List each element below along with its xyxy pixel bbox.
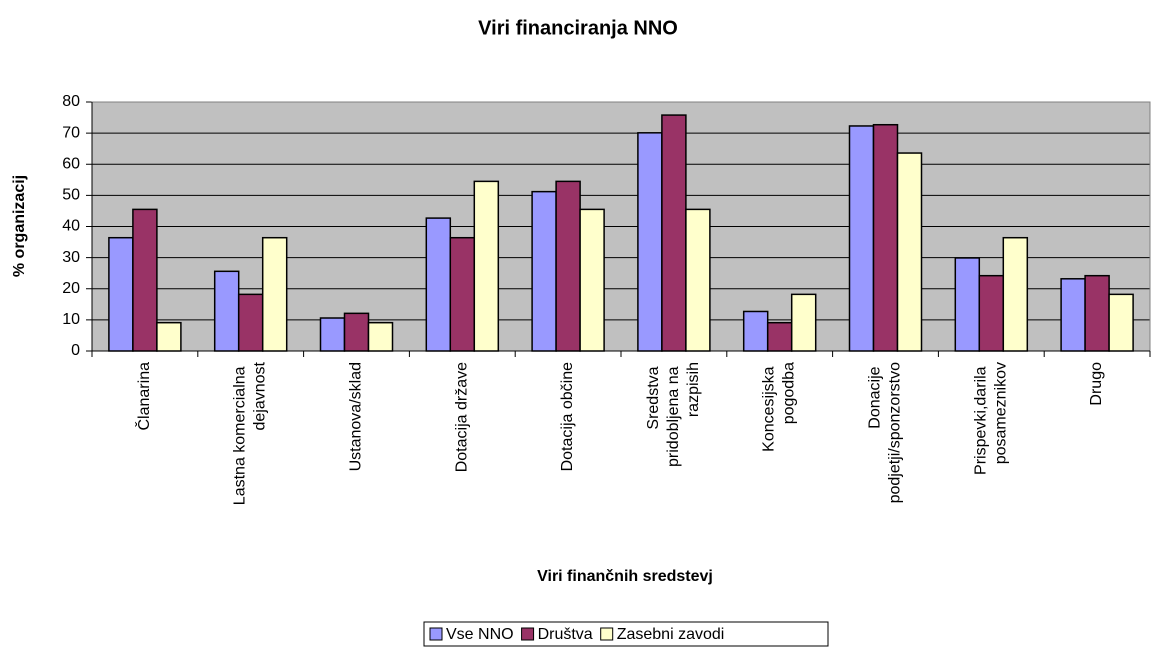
y-tick-label: 70 [62,124,80,141]
bar [579,208,605,352]
legend-box [423,621,829,647]
bar [1108,293,1134,352]
y-tick-label: 0 [71,342,80,359]
x-tick-label: Donacije podjetji/sponzorstvo [867,362,904,504]
x-tick-label: Sredstva pridobljena na razpisih [645,362,702,467]
bar [954,257,981,352]
bar [661,114,687,352]
x-tick-label: Drugo [1088,362,1105,406]
x-tick-label-group: Lastna komercialna dejavnost [232,361,269,505]
y-tick-label: 40 [62,218,80,235]
x-tick-label: Dotacija države [454,362,471,472]
bar [531,190,557,352]
bar [213,270,240,352]
x-tick-label-group: Ustanova/sklad [348,362,365,471]
y-tick-label: 80 [62,93,80,110]
legend-label: Zasebni zavodi [617,626,725,643]
y-tick-label: 10 [62,311,80,328]
bar [132,208,158,352]
legend-swatch [429,627,443,641]
chart-title: Viri financiranja NNO [478,17,678,39]
legend-swatch [521,627,535,641]
bar [473,180,500,352]
x-tick-label: Ustanova/sklad [348,362,365,471]
x-tick-label: Lastna komercialna dejavnost [232,361,269,505]
x-tick-label-group: Koncesijska pogodba [761,362,798,452]
x-tick-label-group: Prispevki,darila posameznikov [973,362,1010,475]
x-axis-title: Viri finančnih sredstevj [537,568,713,585]
bar [1002,236,1029,352]
x-tick-label: Koncesijska pogodba [761,362,798,452]
y-tick-label: 20 [62,280,80,297]
bar [343,312,370,352]
legend-label: Društva [538,626,593,643]
x-tick-label-group: Drugo [1088,362,1105,406]
y-tick-label: 50 [62,187,80,204]
bar [156,321,182,352]
bar [742,310,769,352]
y-tick-label: 60 [62,155,80,172]
x-tick-label-group: Dotacija države [454,362,471,472]
x-tick-label: Dotacija občine [559,362,576,472]
y-axis-title: % organizacij [11,175,28,277]
bar [261,236,288,352]
bar [1060,278,1086,352]
x-tick-label: Prispevki,darila posameznikov [973,362,1010,475]
x-tick-label-group: Sredstva pridobljena na razpisih [645,362,702,467]
legend-swatch [600,627,614,641]
bar [319,317,346,352]
x-tick-label-group: Dotacija občine [559,362,576,472]
legend-label: Vse NNO [446,626,514,643]
bar [766,321,793,352]
bar [848,125,875,352]
bar [790,293,817,352]
bar [637,132,663,352]
bar [237,293,264,352]
bar [108,236,134,352]
bar [1084,274,1110,352]
bar [978,274,1005,352]
bar [872,123,899,352]
bar [425,217,452,352]
bar [896,152,923,352]
bar [449,236,476,352]
x-tick-label-group: Donacije podjetji/sponzorstvo [867,362,904,504]
x-tick-label: Članarina [134,362,153,431]
x-tick-label-group: Članarina [134,362,153,431]
bar [685,208,711,352]
bar [555,180,581,352]
y-tick-label: 30 [62,249,80,266]
bar [367,321,394,352]
